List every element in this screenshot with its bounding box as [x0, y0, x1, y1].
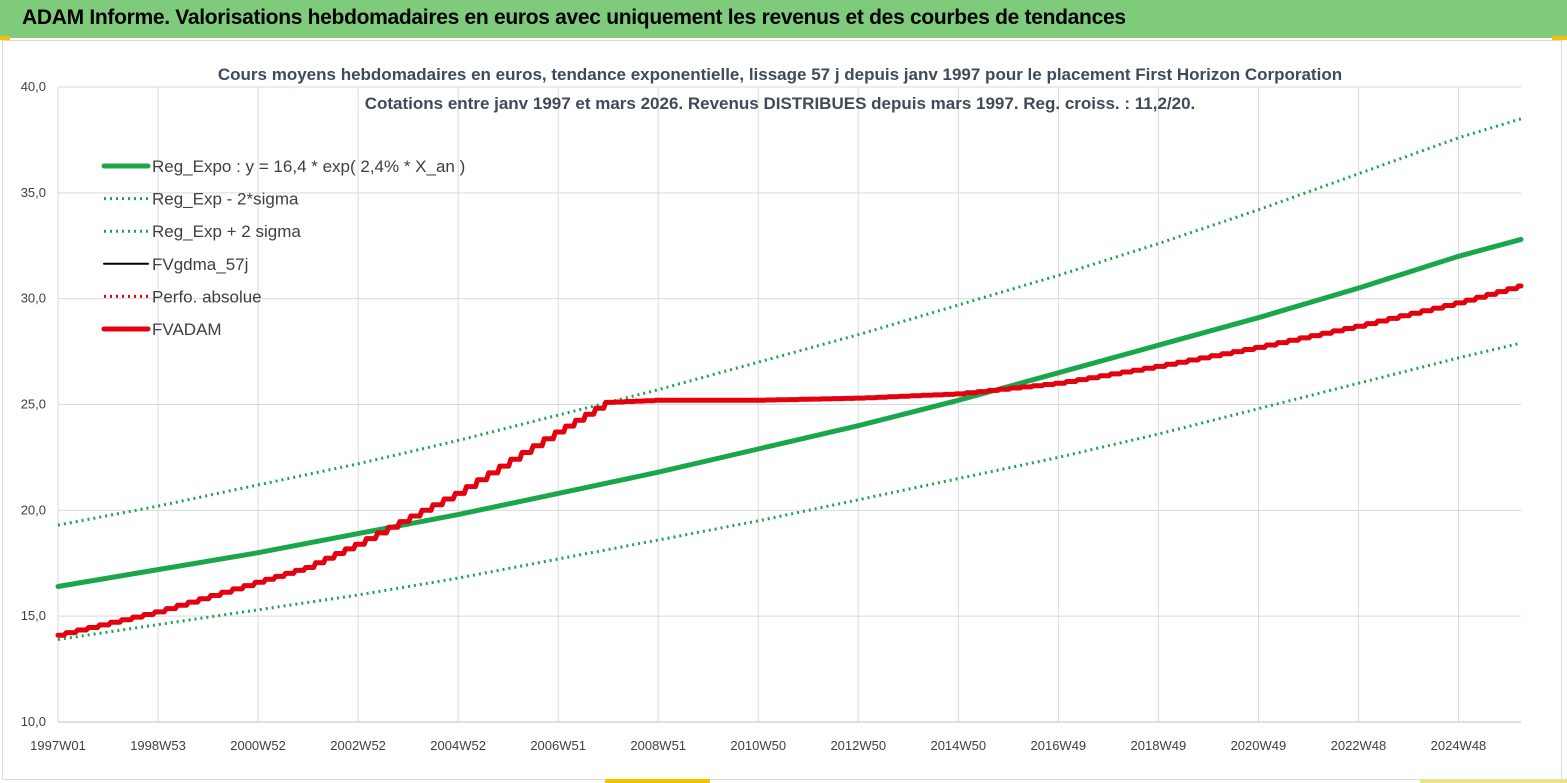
- x-tick-label: 2014W50: [930, 738, 986, 753]
- series-line: [57, 117, 1522, 527]
- series-line: [55, 283, 1524, 638]
- bottom-accent: [605, 779, 710, 783]
- x-tick-label: 2006W51: [530, 738, 586, 753]
- x-tick-label: 2004W52: [430, 738, 486, 753]
- y-tick-label: 15,0: [21, 608, 46, 623]
- y-tick-label: 35,0: [21, 185, 46, 200]
- series-line: [55, 236, 1524, 589]
- x-tick-label: 2018W49: [1131, 738, 1187, 753]
- x-tick-label: 2024W48: [1431, 738, 1487, 753]
- legend-label: FVgdma_57j: [152, 255, 248, 274]
- x-tick-label: 2012W50: [830, 738, 886, 753]
- x-tick-label: 2008W51: [630, 738, 686, 753]
- x-tick-label: 2000W52: [230, 738, 286, 753]
- chart-grid: [57, 86, 1521, 723]
- y-tick-label: 10,0: [21, 714, 46, 729]
- chart-legend: Reg_Expo : y = 16,4 * exp( 2,4% * X_an )…: [101, 157, 465, 339]
- report-header: ADAM Informe. Valorisations hebdomadaire…: [0, 0, 1567, 38]
- header-accent-right: [1552, 36, 1567, 40]
- legend-label: Reg_Exp - 2*sigma: [152, 190, 299, 209]
- chart-title-line2: Cotations entre janv 1997 et mars 2026. …: [365, 94, 1196, 113]
- legend-label: Perfo. absolue: [152, 287, 262, 306]
- x-tick-label: 2010W50: [730, 738, 786, 753]
- report-title: ADAM Informe. Valorisations hebdomadaire…: [22, 6, 1126, 29]
- header-accent-left: [0, 36, 10, 40]
- y-tick-label: 25,0: [21, 397, 46, 412]
- x-tick-label: 2016W49: [1031, 738, 1087, 753]
- y-tick-label: 20,0: [21, 502, 46, 517]
- x-tick-label: 2022W48: [1331, 738, 1387, 753]
- chart-axes: 10,0 15,0 20,0 25,0 30,0 35,0 40,0 1997W01 1998W…: [21, 79, 1521, 753]
- legend-label: FVADAM: [152, 320, 222, 339]
- series-line: [57, 341, 1522, 641]
- chart-series: [55, 117, 1524, 641]
- x-tick-label: 2002W52: [330, 738, 386, 753]
- y-tick-label: 30,0: [21, 291, 46, 306]
- x-tick-label: 1997W01: [30, 738, 86, 753]
- chart-title-line1: Cours moyens hebdomadaires en euros, ten…: [218, 65, 1342, 84]
- legend-label: Reg_Expo : y = 16,4 * exp( 2,4% * X_an ): [152, 157, 465, 176]
- legend-label: Reg_Exp + 2 sigma: [152, 222, 301, 241]
- x-tick-label: 1998W53: [130, 738, 186, 753]
- chart-frame: [2, 40, 1562, 780]
- x-tick-label: 2020W49: [1231, 738, 1287, 753]
- y-tick-label: 40,0: [21, 79, 46, 94]
- bottom-accent-right: [1420, 779, 1567, 783]
